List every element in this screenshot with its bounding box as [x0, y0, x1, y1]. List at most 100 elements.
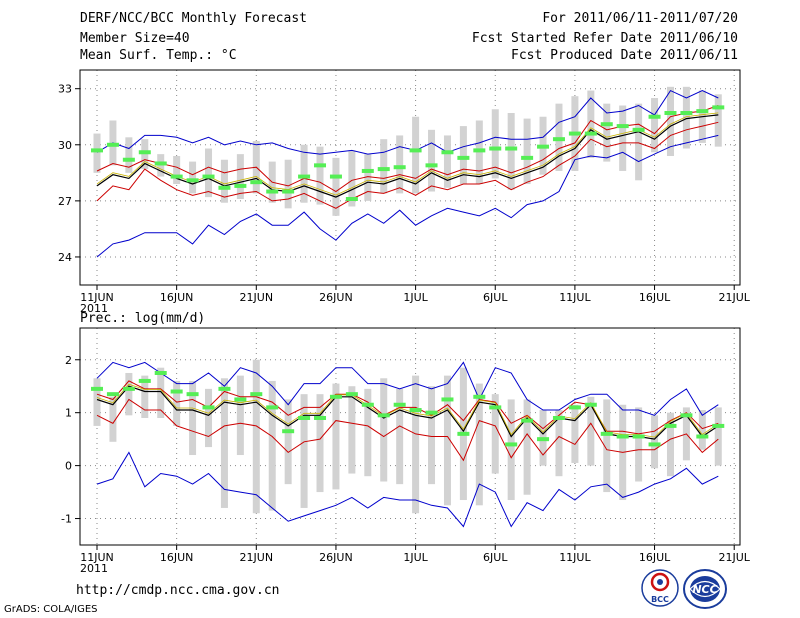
spread-bar	[205, 148, 213, 198]
ncc-logo: NCC	[682, 568, 728, 614]
spread-bar	[316, 146, 324, 205]
x-tick-label: 26JUN	[319, 291, 353, 304]
observed-marker	[329, 174, 342, 179]
observed-marker	[680, 413, 693, 418]
observed-marker	[202, 405, 215, 410]
member-size-label: Member Size=40	[80, 31, 190, 46]
x-tick-label: 11JUN	[80, 551, 114, 564]
observed-marker	[170, 389, 183, 394]
series-line-minus_sd	[96, 121, 719, 209]
observed-marker	[106, 142, 119, 147]
observed-marker	[218, 185, 231, 190]
observed-marker	[314, 163, 327, 168]
observed-marker	[473, 394, 486, 399]
spread-bar	[587, 90, 595, 158]
series-line-max	[96, 89, 719, 155]
produced-date-label: Fcst Produced Date 2011/06/11	[511, 48, 738, 63]
observed-marker	[425, 410, 438, 415]
observed-marker	[202, 174, 215, 179]
observed-marker	[489, 405, 502, 410]
spread-bar	[380, 378, 388, 482]
y-tick-label: 24	[58, 251, 72, 264]
observed-marker	[712, 423, 725, 428]
ncc-logo-text: NCC	[692, 583, 717, 596]
source-url-link[interactable]: http://cmdp.ncc.cma.gov.cn	[76, 583, 280, 598]
observed-marker	[505, 442, 518, 447]
y-tick-label: -1	[61, 513, 72, 526]
spread-bar	[619, 105, 627, 171]
observed-marker	[91, 148, 103, 153]
spread-bar	[220, 159, 228, 203]
start-refer-date-label: Fcst Started Refer Date 2011/06/10	[471, 31, 738, 46]
observed-marker	[345, 392, 358, 397]
observed-marker	[568, 131, 581, 136]
observed-marker	[138, 150, 151, 155]
x-tick-label: 1JUL	[403, 291, 428, 304]
observed-marker	[250, 180, 263, 185]
spread-bar	[491, 109, 499, 179]
spread-bar	[268, 380, 276, 511]
observed-marker	[234, 397, 247, 402]
spread-bar	[205, 388, 213, 448]
observed-marker	[600, 431, 613, 436]
observed-marker	[537, 437, 550, 442]
observed-marker	[266, 405, 279, 410]
spread-bar	[348, 150, 356, 207]
observed-marker	[473, 148, 486, 153]
observed-marker	[552, 415, 565, 420]
observed-marker	[505, 146, 518, 151]
y-tick-label: 2	[65, 354, 72, 367]
spread-bar	[284, 399, 292, 485]
x-tick-label: 21JUL	[718, 551, 750, 564]
observed-marker	[393, 165, 406, 170]
observed-marker	[234, 183, 247, 188]
spread-bar	[587, 396, 595, 466]
observed-marker	[457, 155, 470, 160]
spread-bar	[571, 404, 579, 463]
chart-title: DERF/NCC/BCC Monthly Forecast	[80, 11, 307, 26]
x-tick-label: 16JUL	[639, 551, 671, 564]
grads-credit: GrADS: COLA/IGES	[4, 604, 98, 615]
x-year-label: 2011	[80, 562, 108, 575]
observed-marker	[154, 161, 167, 166]
observed-marker	[680, 111, 693, 115]
spread-bar	[428, 129, 436, 192]
x-tick-label: 21JUN	[240, 291, 274, 304]
observed-marker	[584, 402, 597, 407]
spread-bar	[396, 388, 404, 485]
spread-bar	[603, 103, 611, 162]
median-line	[96, 383, 719, 438]
series-line-plus_sd	[96, 380, 719, 435]
x-tick-label: 11JUL	[559, 551, 591, 564]
spread-bar	[364, 154, 372, 201]
observed-marker	[377, 167, 390, 172]
observed-marker	[186, 178, 199, 183]
spread-bar	[125, 137, 133, 173]
spread-bar	[635, 407, 643, 482]
observed-marker	[377, 413, 390, 418]
observed-marker	[648, 114, 661, 119]
series-line-mean	[96, 385, 719, 440]
x-tick-label: 6JUL	[483, 551, 508, 564]
observed-marker	[521, 155, 534, 160]
observed-marker	[616, 434, 629, 439]
spread-bar	[523, 399, 531, 495]
bcc-logo-text: BCC	[651, 595, 669, 604]
spread-bar	[109, 396, 117, 442]
observed-marker	[457, 431, 470, 436]
spread-bar	[698, 410, 706, 450]
spread-bar	[125, 372, 133, 416]
observed-marker	[91, 386, 103, 391]
spread-bar	[507, 113, 515, 190]
spread-bar	[491, 394, 499, 474]
forecast-period-label: For 2011/06/11-2011/07/20	[542, 11, 738, 26]
y-tick-label: 33	[58, 83, 72, 96]
observed-marker	[632, 434, 645, 439]
series-line-min	[96, 451, 719, 528]
observed-marker	[298, 174, 311, 179]
spread-bar	[396, 135, 404, 194]
observed-marker	[425, 163, 438, 168]
spread-bar	[364, 388, 372, 477]
x-tick-label: 11JUL	[559, 291, 591, 304]
